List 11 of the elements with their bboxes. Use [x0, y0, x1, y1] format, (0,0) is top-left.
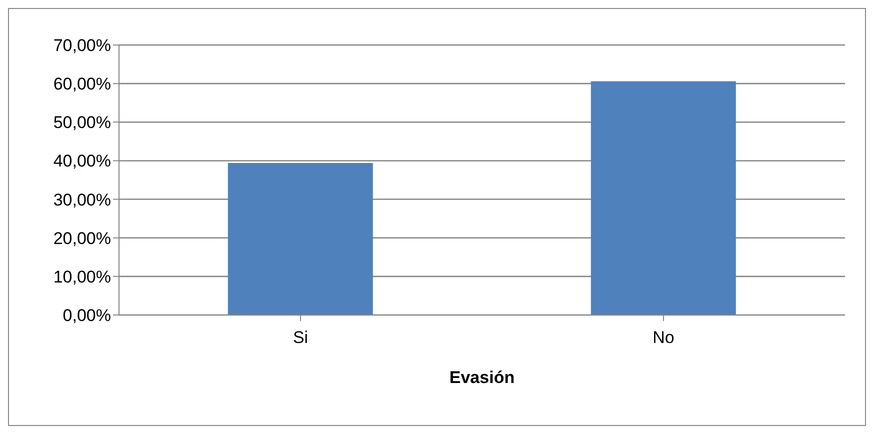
y-tick-label: 20,00% [53, 228, 111, 248]
y-tick-label: 30,00% [53, 190, 111, 210]
x-axis-title: Evasión [449, 368, 515, 387]
x-tick-label: Si [292, 328, 308, 348]
y-tick-label: 0,00% [62, 306, 111, 326]
y-tick-label: 60,00% [53, 74, 111, 94]
y-tick-label: 70,00% [53, 36, 111, 56]
x-tick-label: No [652, 328, 674, 348]
y-tick-label: 50,00% [53, 113, 111, 132]
y-tick-label: 10,00% [53, 267, 111, 286]
y-tick-label: 40,00% [53, 152, 111, 171]
